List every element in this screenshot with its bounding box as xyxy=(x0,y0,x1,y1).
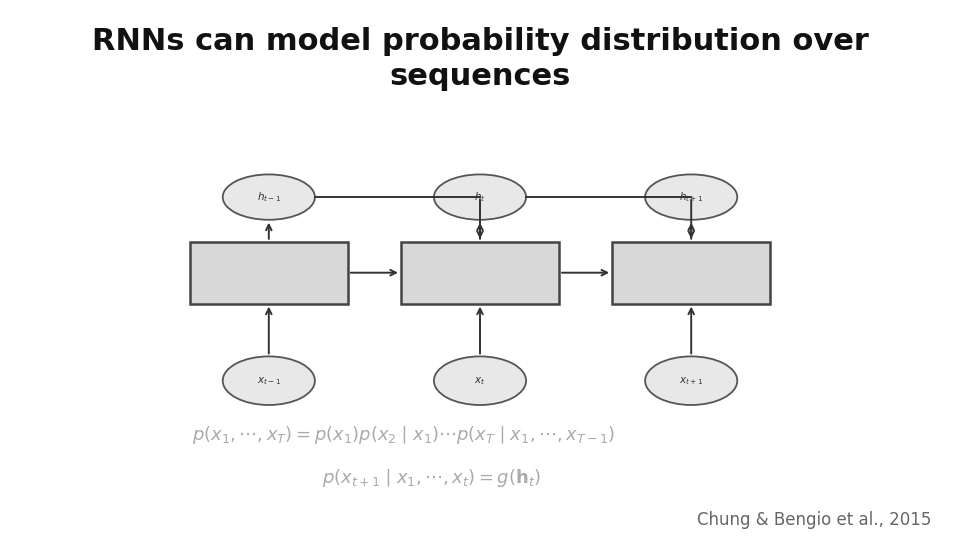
Text: Chung & Bengio et al., 2015: Chung & Bengio et al., 2015 xyxy=(697,511,931,529)
Ellipse shape xyxy=(645,174,737,220)
Text: $p(x_{t+1} \mid x_1, \cdots, x_t) = g(\mathbf{h}_t)$: $p(x_{t+1} \mid x_1, \cdots, x_t) = g(\m… xyxy=(323,467,541,489)
Text: $h_{t+1}$: $h_{t+1}$ xyxy=(679,190,704,204)
Text: $p(x_1, \cdots, x_T) = p(x_1)p(x_2 \mid x_1) \cdots p(x_T \mid x_1, \cdots, x_{T: $p(x_1, \cdots, x_T) = p(x_1)p(x_2 \mid … xyxy=(192,424,614,446)
Text: $x_{t+1}$: $x_{t+1}$ xyxy=(679,375,704,387)
Bar xyxy=(190,241,348,303)
Text: $x_{t-1}$: $x_{t-1}$ xyxy=(256,375,281,387)
Ellipse shape xyxy=(434,356,526,405)
Ellipse shape xyxy=(645,356,737,405)
Bar xyxy=(612,241,771,303)
Text: $x_t$: $x_t$ xyxy=(474,375,486,387)
Ellipse shape xyxy=(223,356,315,405)
Text: RNNs can model probability distribution over
sequences: RNNs can model probability distribution … xyxy=(91,27,869,91)
Bar xyxy=(400,241,559,303)
Text: $h_{t-1}$: $h_{t-1}$ xyxy=(256,190,281,204)
Ellipse shape xyxy=(223,174,315,220)
Ellipse shape xyxy=(434,174,526,220)
Text: $h_t$: $h_t$ xyxy=(474,190,486,204)
